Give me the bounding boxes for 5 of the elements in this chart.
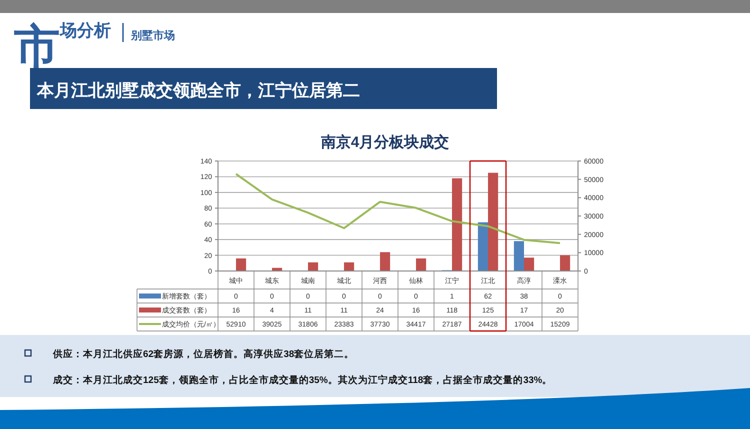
text: 成交：本月江北成交125套，领跑全市，占比全市成交量的35%。其次为江宁成交118套，占据全市成交量的33%。 xyxy=(52,374,552,386)
chart-title: 南京4月分板块成交 xyxy=(320,133,450,151)
text: 别墅市场 xyxy=(130,29,175,42)
chart-subtitle: 本月江北别墅成交领跑全市，江宁位居第二 xyxy=(36,81,360,100)
text: 供应：本月江北供应62套房源，位居榜首。高淳供应38套位居第二。 xyxy=(52,348,354,360)
